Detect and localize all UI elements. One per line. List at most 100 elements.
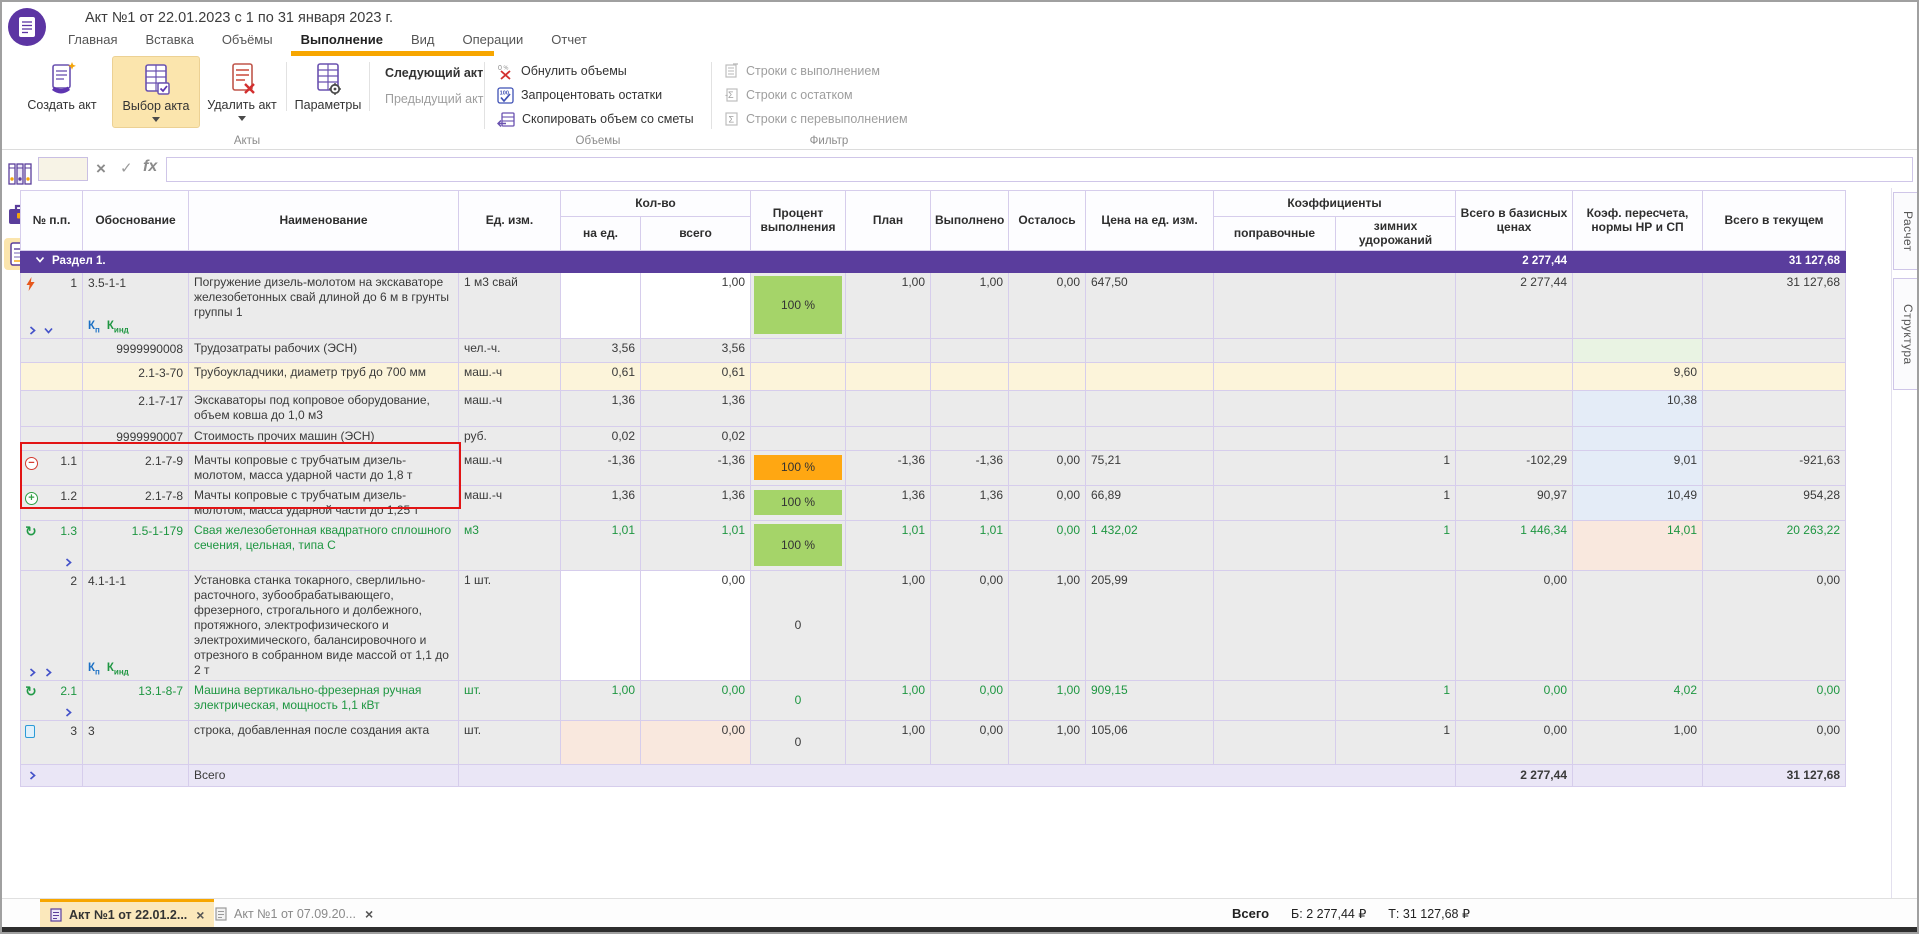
cell-qty-total[interactable]: 1,00 (640, 271, 751, 339)
cell-coef-recalc[interactable] (1572, 425, 1703, 451)
cell-plan[interactable]: 1,00 (845, 271, 931, 339)
section-total-current[interactable]: 31 127,68 (1702, 249, 1846, 273)
cell-coef-corr[interactable] (1213, 679, 1336, 721)
cell-done[interactable] (930, 425, 1009, 451)
cancel-icon[interactable]: × (96, 159, 106, 178)
copy-volume-button[interactable]: Скопировать объем со сметы (497, 108, 701, 130)
table-cell[interactable] (1572, 249, 1703, 273)
cell-unit[interactable]: шт. (458, 679, 561, 721)
cell-done[interactable]: 1,01 (930, 519, 1009, 571)
tab-vid[interactable]: Вид (410, 32, 435, 47)
cell-unit[interactable]: руб. (458, 425, 561, 451)
cell-coef-winter[interactable] (1335, 337, 1456, 363)
cell-coef-recalc[interactable] (1572, 337, 1703, 363)
cell-done[interactable] (930, 337, 1009, 363)
cell-done[interactable] (930, 361, 1009, 391)
cell-unit[interactable]: чел.-ч. (458, 337, 561, 363)
cell-qty-unit[interactable]: -1,36 (560, 449, 641, 486)
cell-code[interactable]: 3 (82, 719, 189, 765)
cell-price[interactable] (1085, 361, 1214, 391)
cell-num[interactable]: ↻ 2.1 (20, 679, 83, 721)
cell-name[interactable]: строка, добавленная после создания акта (188, 719, 459, 765)
cell-plan[interactable] (845, 425, 931, 451)
cell-coef-recalc[interactable]: 9,01 (1572, 449, 1703, 486)
tab-glavnaya[interactable]: Главная (68, 32, 118, 47)
cell-price[interactable]: 105,06 (1085, 719, 1214, 765)
cell-code[interactable]: 3.5-1-1 Кп Кинд (82, 271, 189, 339)
cell-total-base[interactable] (1455, 337, 1573, 363)
cell-rest[interactable]: 1,00 (1008, 679, 1086, 721)
cell-plan[interactable] (845, 361, 931, 391)
cell-num[interactable]: − 1.1 (20, 449, 83, 486)
cell-coef-recalc[interactable] (1572, 569, 1703, 681)
cell-name[interactable]: Трудозатраты рабочих (ЭСН) (188, 337, 459, 363)
catalogs-icon[interactable] (4, 158, 36, 190)
total-label-cell[interactable]: Всего (188, 763, 459, 787)
expand-toggle[interactable] (28, 668, 53, 677)
cell-plan[interactable]: 1,01 (845, 519, 931, 571)
cell-coef-corr[interactable] (1213, 361, 1336, 391)
cell-coef-corr[interactable] (1213, 389, 1336, 427)
cell-done[interactable]: 0,00 (930, 569, 1009, 681)
cell-num[interactable]: 3 (20, 719, 83, 765)
cell-coef-corr[interactable] (1213, 519, 1336, 571)
cell-num[interactable]: +1.2 (20, 484, 83, 521)
cell-name[interactable]: Свая железобетонная квадратного сплошног… (188, 519, 459, 571)
table-cell[interactable] (1572, 763, 1703, 787)
cell-name[interactable]: Экскаваторы под копровое оборудование, о… (188, 389, 459, 427)
cell-total-current[interactable] (1702, 337, 1846, 363)
cell-qty-unit[interactable]: 1,01 (560, 519, 641, 571)
formula-input[interactable] (166, 157, 1913, 182)
cell-rest[interactable] (1008, 389, 1086, 427)
cell-qty-unit[interactable] (560, 719, 641, 765)
cell-plan[interactable]: -1,36 (845, 449, 931, 486)
tab-vypolnenie[interactable]: Выполнение (300, 32, 383, 47)
cell-unit[interactable]: м3 (458, 519, 561, 571)
cell-code[interactable]: 4.1-1-1 Кп Кинд (82, 569, 189, 681)
coef-badges[interactable]: Кп Кинд (88, 319, 129, 335)
cell-code[interactable]: 2.1-7-8 (82, 484, 189, 521)
cell-percent[interactable]: 0 (750, 679, 846, 721)
tab-otchet[interactable]: Отчет (551, 32, 587, 47)
coef-badges[interactable]: Кп Кинд (88, 661, 129, 677)
cell-code[interactable]: 9999990007 (82, 425, 189, 451)
cell-qty-total[interactable]: 0,00 (640, 679, 751, 721)
cell-price[interactable]: 909,15 (1085, 679, 1214, 721)
cell-total-current[interactable]: 20 263,22 (1702, 519, 1846, 571)
cell-total-base[interactable]: 90,97 (1455, 484, 1573, 521)
cell-unit[interactable]: маш.-ч (458, 389, 561, 427)
cell-coef-winter[interactable]: 1 (1335, 519, 1456, 571)
select-act-button[interactable]: Выбор акта (112, 56, 200, 128)
cell-total-current[interactable]: 0,00 (1702, 679, 1846, 721)
cell-percent[interactable]: 100 % (750, 484, 846, 521)
cell-qty-unit[interactable]: 1,36 (560, 484, 641, 521)
confirm-icon[interactable]: ✓ (120, 160, 133, 177)
percent-remainders-button[interactable]: 100 Запроцентовать остатки (497, 84, 701, 106)
cell-unit[interactable]: шт. (458, 719, 561, 765)
cell-total-base[interactable]: 0,00 (1455, 569, 1573, 681)
cell-qty-total[interactable]: 0,00 (640, 719, 751, 765)
cell-price[interactable] (1085, 425, 1214, 451)
cell-num[interactable] (20, 361, 83, 391)
cell-num[interactable] (20, 337, 83, 363)
cell-num[interactable]: ↻ 1.3 (20, 519, 83, 571)
cell-name[interactable]: Мачты копровые с трубчатым дизель-молото… (188, 484, 459, 521)
cell-total-current[interactable]: 0,00 (1702, 719, 1846, 765)
cell-qty-unit[interactable]: 1,36 (560, 389, 641, 427)
cell-code[interactable]: 2.1-7-17 (82, 389, 189, 427)
cell-qty-total[interactable]: 1,36 (640, 484, 751, 521)
table-cell[interactable] (82, 763, 189, 787)
cell-done[interactable]: 1,36 (930, 484, 1009, 521)
doc-tab-current[interactable]: Акт №1 от 22.01.2... × (40, 899, 215, 928)
cell-coef-winter[interactable] (1335, 425, 1456, 451)
cell-total-current[interactable]: 31 127,68 (1702, 271, 1846, 339)
cell-coef-corr[interactable] (1213, 484, 1336, 521)
cell-qty-total[interactable]: 1,36 (640, 389, 751, 427)
cell-num[interactable] (20, 389, 83, 427)
section-title-cell[interactable]: Раздел 1. (20, 249, 1456, 273)
cell-percent[interactable] (750, 361, 846, 391)
cell-qty-total[interactable]: 3,56 (640, 337, 751, 363)
cell-name[interactable]: Стоимость прочих машин (ЭСН) (188, 425, 459, 451)
cell-rest[interactable] (1008, 361, 1086, 391)
cell-coef-corr[interactable] (1213, 449, 1336, 486)
